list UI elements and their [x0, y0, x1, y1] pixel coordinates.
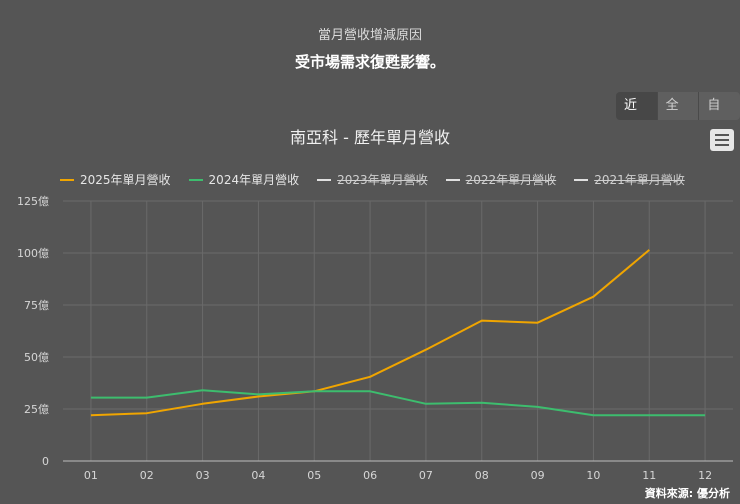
legend-item-4[interactable]: 2021年單月營收	[574, 171, 685, 188]
x-tick-label: 02	[140, 469, 154, 482]
y-tick-label: 50億	[24, 351, 49, 364]
legend-item-3[interactable]: 2022年單月營收	[445, 171, 557, 188]
legend-label: 2021年單月營收	[594, 173, 685, 187]
range-all-button[interactable]: 全部	[656, 92, 699, 120]
range-selector: 近期 全部 自訂	[616, 92, 740, 120]
legend-swatch	[60, 178, 74, 181]
x-tick-label: 03	[196, 469, 210, 482]
x-tick-label: 05	[307, 469, 321, 482]
series-line-0	[90, 249, 650, 417]
data-source-note: 資料來源: 優分析	[644, 487, 730, 500]
y-tick-label: 25億	[24, 403, 49, 416]
chart-title: 南亞科 - 歷年單月營收	[290, 128, 450, 147]
revenue-change-reason-label: 當月營收增減原因	[317, 28, 422, 43]
legend-item-2[interactable]: 2023年單月營收	[317, 171, 428, 188]
x-tick-label: 08	[475, 469, 489, 482]
x-tick-label: 11	[642, 469, 656, 482]
x-tick-label: 01	[84, 469, 98, 482]
x-tick-label: 12	[698, 469, 712, 482]
chart-legend: 2025年單月營收 2024年單月營收 2023年單月營收 2022年單月營收 2021…	[60, 171, 685, 188]
legend-label: 2022年單月營收	[465, 173, 557, 187]
legend-label: 2023年單月營收	[337, 173, 428, 187]
revenue-change-reason-text: 受市場需求復甦影響。	[294, 53, 445, 71]
y-tick-label: 125億	[17, 195, 49, 208]
y-tick-label: 100億	[17, 247, 49, 260]
legend-swatch	[188, 178, 203, 181]
series-line-1	[90, 389, 706, 417]
x-tick-label: 10	[586, 469, 600, 482]
legend-item-1[interactable]: 2024年單月營收	[188, 171, 300, 188]
range-recent-button[interactable]: 近期	[616, 92, 657, 120]
y-tick-label: 0	[42, 455, 49, 468]
x-tick-label: 06	[363, 469, 377, 482]
legend-swatch	[445, 178, 460, 181]
legend-item-0[interactable]: 2025年單月營收	[60, 171, 171, 188]
x-tick-label: 09	[531, 469, 545, 482]
legend-label: 2024年單月營收	[208, 173, 300, 187]
legend-swatch	[317, 178, 332, 181]
y-tick-label: 75億	[24, 299, 49, 312]
legend-label: 2025年單月營收	[80, 173, 171, 187]
range-custom-button[interactable]: 自訂	[698, 92, 740, 120]
legend-swatch	[574, 178, 589, 181]
chart-menu-icon[interactable]	[710, 129, 734, 151]
x-tick-label: 07	[419, 469, 433, 482]
x-tick-label: 04	[251, 469, 265, 482]
